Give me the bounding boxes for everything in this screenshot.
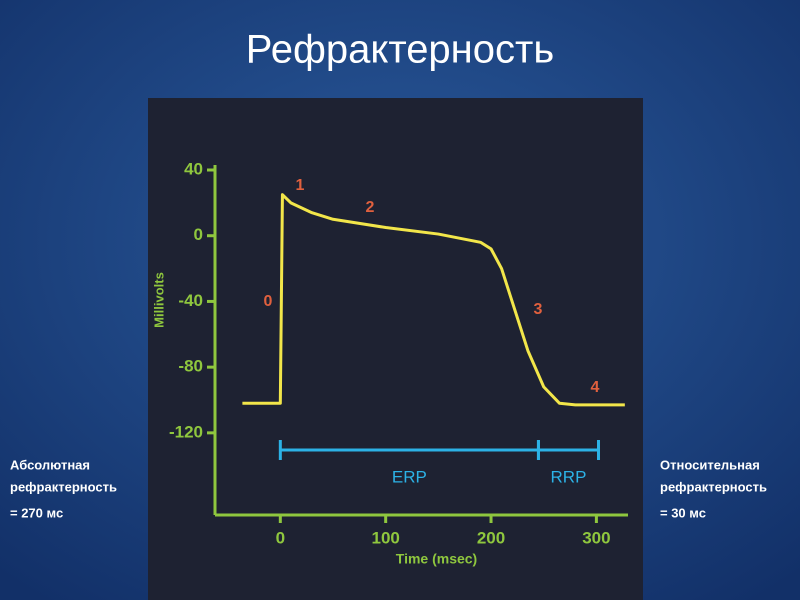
phase-label: 3	[534, 301, 543, 318]
y-tick-label: -80	[178, 357, 203, 376]
y-axis-label: Millivolts	[151, 272, 166, 328]
note-line: рефрактерность	[660, 479, 767, 494]
x-tick-label: 200	[477, 528, 505, 547]
y-tick-label: -40	[178, 291, 203, 310]
chart-panel	[148, 98, 643, 600]
interval-label: RRP	[551, 467, 587, 486]
x-tick-label: 300	[582, 528, 610, 547]
slide-title: Рефрактерность	[246, 28, 554, 72]
y-tick-label: -120	[169, 422, 203, 441]
x-tick-label: 100	[371, 528, 399, 547]
phase-label: 4	[591, 379, 600, 396]
note-line: рефрактерность	[10, 479, 117, 494]
phase-label: 1	[296, 177, 305, 194]
y-tick-label: 0	[194, 225, 203, 244]
phase-label: 2	[366, 199, 375, 216]
phase-label: 0	[264, 293, 273, 310]
note-line: = 30 мс	[660, 505, 706, 520]
note-line: = 270 мс	[10, 505, 63, 520]
y-tick-label: 40	[184, 159, 203, 178]
note-line: Относительная	[660, 457, 760, 472]
right-note: Относительная рефрактерность = 30 мс	[660, 457, 767, 520]
line-series	[242, 193, 625, 407]
x-tick-label: 0	[276, 528, 285, 547]
left-note: Абсолютная рефрактерность = 270 мс	[10, 457, 117, 520]
x-axis-label: Time (msec)	[396, 551, 477, 567]
interval-label: ERP	[392, 467, 427, 486]
note-line: Абсолютная	[10, 457, 90, 472]
